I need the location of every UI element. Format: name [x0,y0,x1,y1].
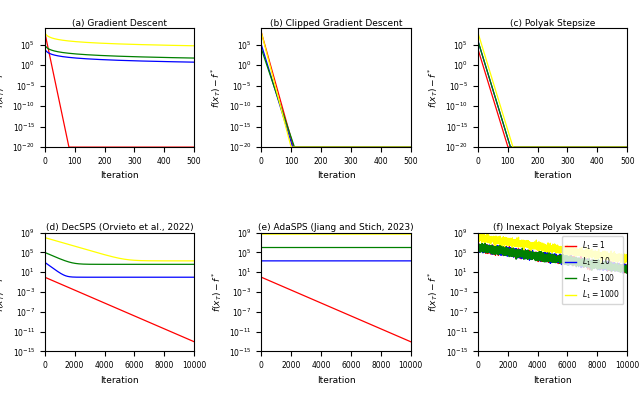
Y-axis label: $f(x_T) - f^*$: $f(x_T) - f^*$ [0,67,7,108]
X-axis label: Iteration: Iteration [100,376,139,385]
Y-axis label: $f(x_T) - f^*$: $f(x_T) - f^*$ [209,67,223,108]
X-axis label: Iteration: Iteration [317,171,355,180]
Y-axis label: $f(x_T) - f^*$: $f(x_T) - f^*$ [426,67,440,108]
X-axis label: Iteration: Iteration [100,171,139,180]
Title: (e) AdaSPS (Jiang and Stich, 2023): (e) AdaSPS (Jiang and Stich, 2023) [258,223,414,232]
Y-axis label: $f(x_T) - f^*$: $f(x_T) - f^*$ [210,272,223,312]
Title: (d) DecSPS (Orvieto et al., 2022): (d) DecSPS (Orvieto et al., 2022) [45,223,193,232]
Title: (b) Clipped Gradient Descent: (b) Clipped Gradient Descent [269,19,403,27]
Title: (a) Gradient Descent: (a) Gradient Descent [72,19,167,27]
Legend: $L_1 = 1$, $L_1 = 10$, $L_1 = 100$, $L_1 = 1000$: $L_1 = 1$, $L_1 = 10$, $L_1 = 100$, $L_1… [561,236,623,304]
Title: (f) Inexact Polyak Stepsize: (f) Inexact Polyak Stepsize [493,223,612,232]
Title: (c) Polyak Stepsize: (c) Polyak Stepsize [510,19,595,27]
X-axis label: Iteration: Iteration [533,171,572,180]
Y-axis label: $f(x_T) - f^*$: $f(x_T) - f^*$ [426,272,440,312]
Y-axis label: $f(x_T) - f^*$: $f(x_T) - f^*$ [0,272,7,312]
X-axis label: Iteration: Iteration [317,376,355,385]
X-axis label: Iteration: Iteration [533,376,572,385]
